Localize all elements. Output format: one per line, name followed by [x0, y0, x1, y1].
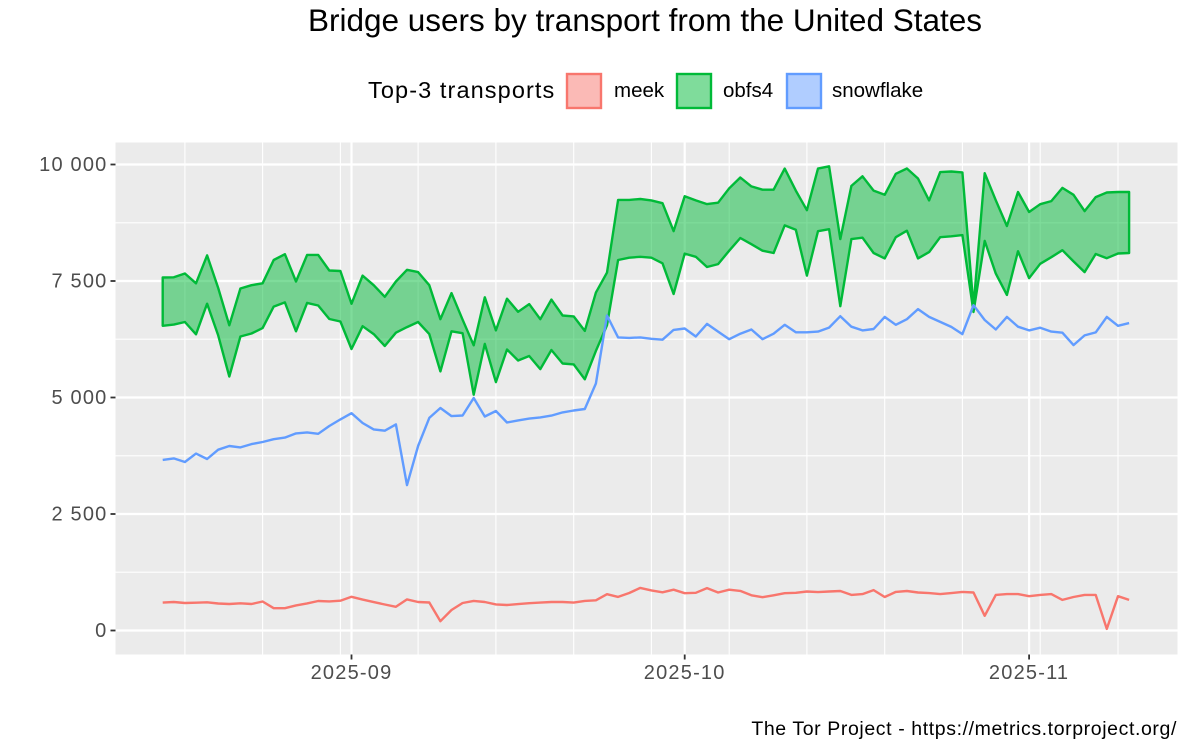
svg-text:2025-11: 2025-11 — [989, 662, 1069, 684]
svg-text:obfs4: obfs4 — [723, 79, 773, 102]
svg-text:meek: meek — [614, 79, 665, 102]
svg-text:2025-10: 2025-10 — [644, 662, 726, 684]
svg-text:5 000: 5 000 — [51, 387, 107, 409]
svg-text:snowflake: snowflake — [832, 79, 923, 102]
svg-text:2025-09: 2025-09 — [311, 662, 393, 684]
svg-text:The Tor Project - https://metr: The Tor Project - https://metrics.torpro… — [751, 718, 1177, 740]
svg-text:7 500: 7 500 — [51, 271, 107, 293]
svg-text:2 500: 2 500 — [51, 504, 107, 526]
svg-text:10 000: 10 000 — [39, 154, 107, 176]
svg-text:Bridge users by transport from: Bridge users by transport from the Unite… — [308, 2, 982, 38]
svg-text:Top-3 transports: Top-3 transports — [368, 77, 555, 103]
svg-text:0: 0 — [95, 620, 107, 642]
